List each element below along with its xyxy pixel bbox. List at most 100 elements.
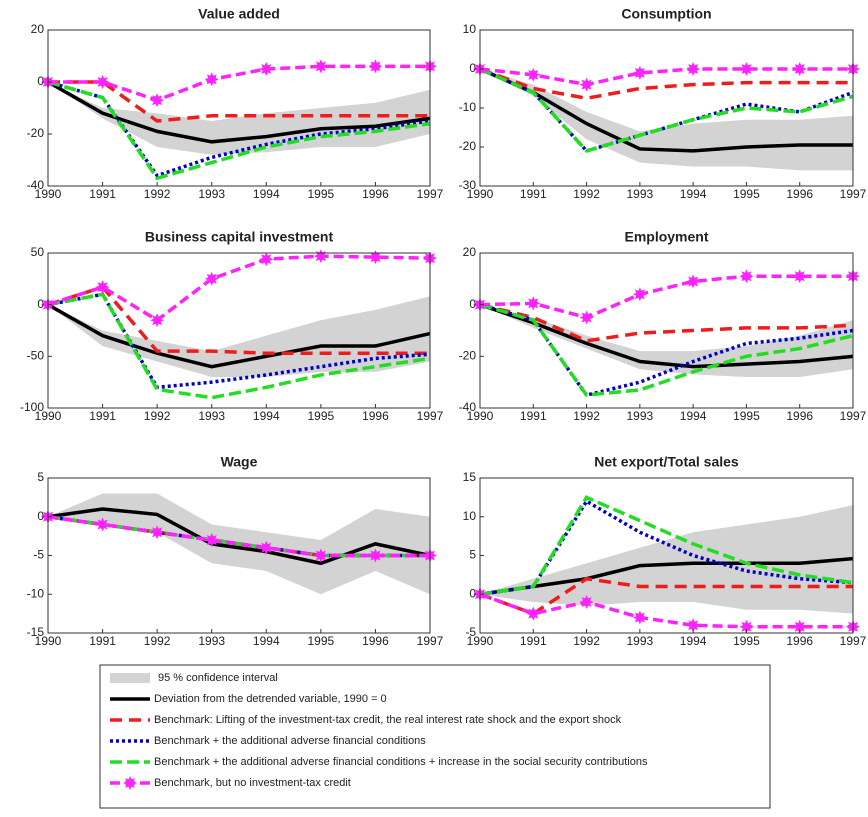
confidence-band [480,304,853,377]
x-tick-label: 1997 [417,187,444,201]
series-marker [204,533,219,547]
series-line [47,80,431,181]
legend-label: 95 % confidence interval [158,672,278,684]
x-tick-label: 1991 [89,409,116,423]
x-tick-label: 1993 [198,187,225,201]
x-tick-label: 1991 [520,634,547,648]
legend-band-swatch [110,673,150,683]
x-tick-label: 1992 [144,187,171,201]
series-marker [204,72,219,87]
series-line [479,576,853,616]
legend-label: Benchmark, but no investment-tax credit [154,777,351,789]
y-tick-label: 0 [37,297,44,311]
x-tick-label: 1993 [627,409,654,423]
legend-label: Benchmark + the additional adverse finan… [154,735,426,747]
x-tick-label: 1994 [680,187,707,201]
x-tick-label: 1994 [253,634,280,648]
series-line [479,302,854,398]
x-tick-label: 1992 [573,409,600,423]
series-marker [313,249,328,264]
series-marker [150,525,165,540]
series-line [479,67,854,153]
series-line [479,302,854,343]
y-tick-label: 15 [463,470,477,484]
series-marker [95,517,110,532]
axes-frame [47,29,431,187]
y-tick-label: -5 [33,548,44,562]
series-marker [368,250,383,265]
series-line [479,67,853,153]
y-tick-label: -5 [465,625,476,639]
chart-title: Net export/Total sales [594,454,739,470]
y-tick-label: 0 [469,297,476,311]
series-marker [95,75,110,89]
y-tick-label: 20 [31,22,45,36]
x-tick-label: 1994 [253,409,280,423]
x-tick-label: 1995 [733,409,760,423]
chart-title: Consumption [621,6,711,22]
y-tick-label: -40 [459,400,477,414]
series-marker [526,606,541,621]
x-tick-label: 1996 [786,187,813,201]
series-line [47,254,431,323]
x-tick-label: 1991 [520,187,547,201]
x-tick-label: 1994 [680,409,707,423]
x-tick-label: 1993 [627,187,654,201]
y-tick-label: 0 [37,74,44,88]
x-tick-label: 1995 [308,187,335,201]
x-tick-label: 1994 [253,187,280,201]
x-tick-label: 1993 [198,634,225,648]
series-marker [313,548,328,563]
confidence-band [480,505,853,614]
x-tick-label: 1990 [35,409,62,423]
series-marker [739,62,754,76]
series-line [479,67,853,101]
series-line [479,498,854,596]
x-tick-label: 1995 [308,409,335,423]
series-marker [368,548,383,563]
series-marker [259,62,274,76]
series-marker [259,540,274,555]
x-tick-label: 1994 [680,634,707,648]
series-marker [686,62,701,76]
series-marker [686,618,701,633]
y-tick-label: 0 [469,61,476,75]
axes-frame [479,252,854,409]
x-tick-label: 1996 [786,634,813,648]
x-tick-label: 1997 [840,634,867,648]
y-tick-label: -100 [20,400,44,414]
y-tick-label: -10 [27,586,45,600]
series-line [479,67,853,87]
y-tick-label: 10 [463,22,477,36]
x-tick-label: 1996 [362,187,389,201]
x-tick-label: 1991 [89,634,116,648]
series-marker [95,280,110,295]
x-tick-label: 1997 [840,187,867,201]
x-tick-label: 1997 [840,409,867,423]
y-tick-label: -20 [27,126,45,140]
x-tick-label: 1990 [35,187,62,201]
axes-frame [47,252,431,409]
series-marker [526,296,541,311]
x-tick-label: 1991 [89,187,116,201]
series-marker [579,595,594,609]
series-marker [792,269,807,284]
series-line [47,303,431,369]
x-tick-label: 1992 [573,187,600,201]
x-tick-label: 1997 [417,409,444,423]
series-line [47,507,431,566]
y-tick-label: -40 [27,178,45,192]
x-tick-label: 1990 [35,634,62,648]
series-line [47,80,431,144]
x-tick-label: 1992 [144,634,171,648]
legend-label: Benchmark: Lifting of the investment-tax… [154,714,622,726]
y-tick-label: -30 [459,178,477,192]
x-tick-label: 1992 [144,409,171,423]
x-tick-label: 1990 [467,409,494,423]
series-line [47,285,430,355]
legend-label: Deviation from the detrended variable, 1… [154,693,387,705]
y-tick-label: 5 [469,548,476,562]
series-line [479,556,854,596]
y-tick-label: -50 [27,349,45,363]
y-tick-label: -20 [459,349,477,363]
